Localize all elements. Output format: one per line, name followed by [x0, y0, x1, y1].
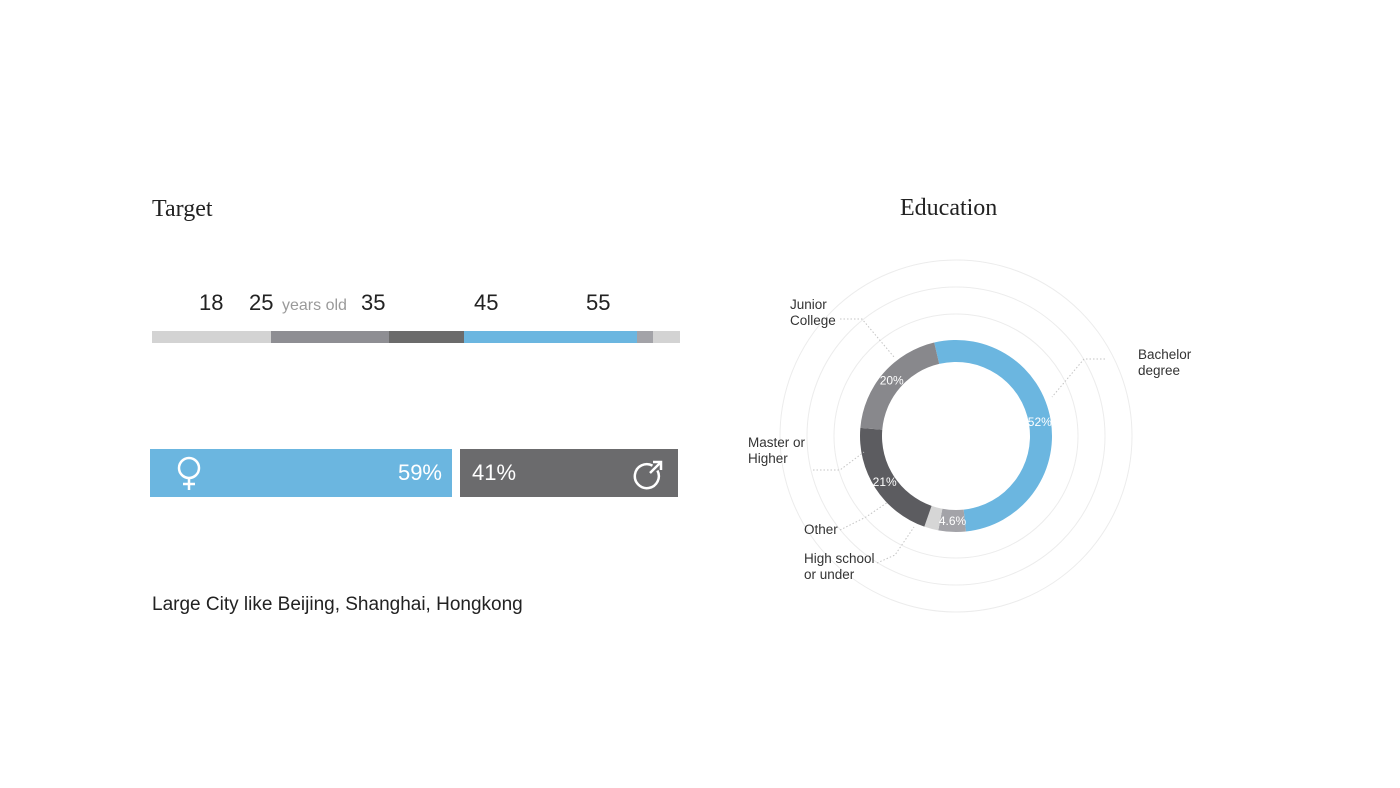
leader-high-school [876, 526, 915, 564]
target-title: Target [152, 196, 213, 222]
age-segment-4 [636, 331, 654, 343]
male-bar: 41% [460, 449, 678, 497]
age-segment-5 [653, 331, 680, 343]
ring-outer [779, 259, 1133, 613]
age-segment-1 [270, 331, 390, 343]
age-segment-3 [464, 331, 637, 343]
donut-slice-high-school-or-under [938, 508, 966, 532]
leader-master [813, 451, 865, 471]
age-tick-row: 18 25 years old 35 45 55 [0, 290, 760, 320]
label-high-school: High school or under [804, 551, 875, 582]
donut-slices [860, 339, 1053, 532]
male-percent: 41% [472, 460, 517, 485]
ring-inner [833, 313, 1079, 559]
age-segment-2 [389, 331, 465, 343]
female-bar: 59% [150, 449, 452, 497]
ring-middle [806, 286, 1106, 586]
leader-junior-college [840, 318, 895, 358]
education-title: Education [900, 195, 998, 221]
age-range-bar [152, 331, 680, 343]
donut-slice-junior-college [860, 342, 940, 430]
age-tick-45: 45 [474, 290, 499, 315]
age-segment-0 [152, 331, 271, 343]
label-bachelor: Bachelor degree [1138, 347, 1192, 378]
education-donut-chart: 52% 4.6% 21% 20% [779, 259, 1133, 613]
donut-slice-bachelor-degree [934, 339, 1053, 532]
location-text: Large City like Beijing, Shanghai, Hongk… [152, 594, 523, 615]
background-rings [779, 259, 1133, 613]
donut-slice-other [924, 505, 943, 531]
donut-value-labels: 52% 4.6% 21% 20% [873, 373, 1053, 528]
donut-slice-master-or-higher [860, 427, 932, 527]
label-master: Master or Higher [748, 435, 806, 466]
female-percent: 59% [397, 460, 442, 485]
male-icon [633, 460, 663, 490]
donut-value-label-0: 52% [1028, 415, 1052, 429]
female-icon [177, 456, 201, 490]
age-tick-35: 35 [361, 290, 386, 315]
donut-value-label-4: 20% [880, 373, 904, 387]
donut-value-label-3: 21% [873, 475, 897, 489]
age-tick-25: 25 [249, 290, 274, 315]
leader-bachelor [1051, 358, 1105, 398]
label-junior-college: Junior College [790, 297, 836, 328]
leader-lines [813, 318, 1105, 564]
age-tick-55: 55 [586, 290, 611, 315]
donut-value-label-1: 4.6% [939, 514, 967, 528]
age-tick-18: 18 [199, 290, 224, 315]
age-unit-label: years old [282, 297, 347, 314]
label-other: Other [804, 522, 838, 537]
leader-other [839, 501, 889, 531]
